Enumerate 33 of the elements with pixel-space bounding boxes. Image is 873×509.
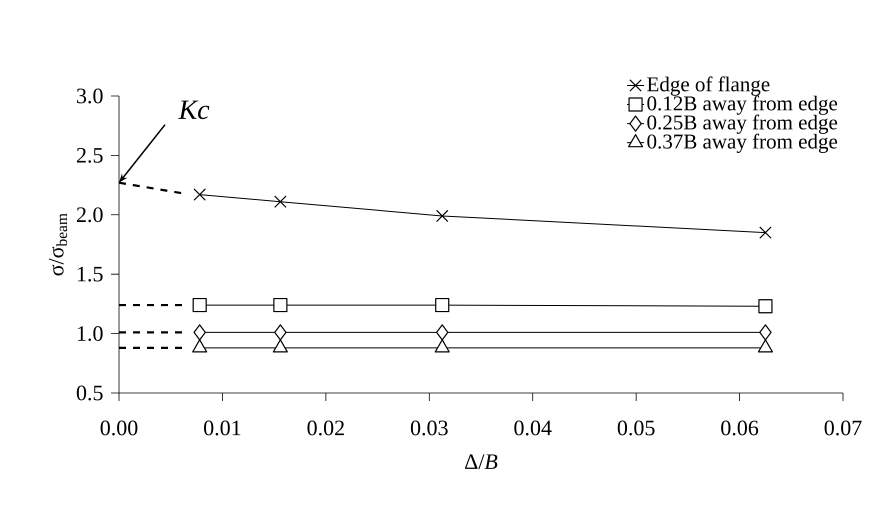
legend-label: Edge of flange bbox=[647, 76, 770, 96]
x-tick-label: 0.01 bbox=[204, 420, 240, 436]
point bbox=[274, 195, 287, 208]
x-tick-label: 0.06 bbox=[721, 420, 758, 436]
x-tick-label: 0.05 bbox=[618, 420, 655, 436]
point bbox=[759, 226, 772, 239]
y-tick-label: 2.5 bbox=[76, 148, 103, 163]
y-axis-title: σ/σ$_{beam}$ bbox=[48, 213, 68, 276]
legend-label: 0.37B away from edge bbox=[647, 134, 838, 153]
point bbox=[273, 298, 288, 312]
point bbox=[436, 210, 448, 222]
x-axis-title: Δ/B bbox=[465, 454, 498, 470]
x-tick-label: 0.00 bbox=[100, 420, 138, 436]
y-tick-label: 3.0 bbox=[77, 88, 103, 104]
point bbox=[758, 299, 773, 314]
y-tick-label: 2.0 bbox=[76, 207, 103, 222]
x-tick-label: 0.07 bbox=[824, 420, 862, 436]
point bbox=[436, 324, 448, 340]
point bbox=[759, 324, 772, 340]
y-tick-label: 1.5 bbox=[78, 266, 103, 282]
x-tick-label: 0.02 bbox=[307, 420, 344, 436]
point bbox=[435, 298, 450, 312]
point bbox=[274, 324, 287, 340]
point bbox=[192, 298, 207, 312]
x-tick-label: 0.03 bbox=[410, 420, 448, 436]
legend-label: 0.25B away from edge bbox=[647, 114, 838, 134]
y-tick-label: 1.0 bbox=[78, 326, 103, 342]
annotation: Kc bbox=[178, 100, 210, 120]
point bbox=[193, 324, 206, 340]
x-tick-label: 0.04 bbox=[514, 420, 552, 436]
y-tick-label: 0.5 bbox=[76, 386, 103, 400]
point bbox=[193, 188, 206, 201]
legend-label: 0.12B away from edge bbox=[647, 95, 838, 115]
